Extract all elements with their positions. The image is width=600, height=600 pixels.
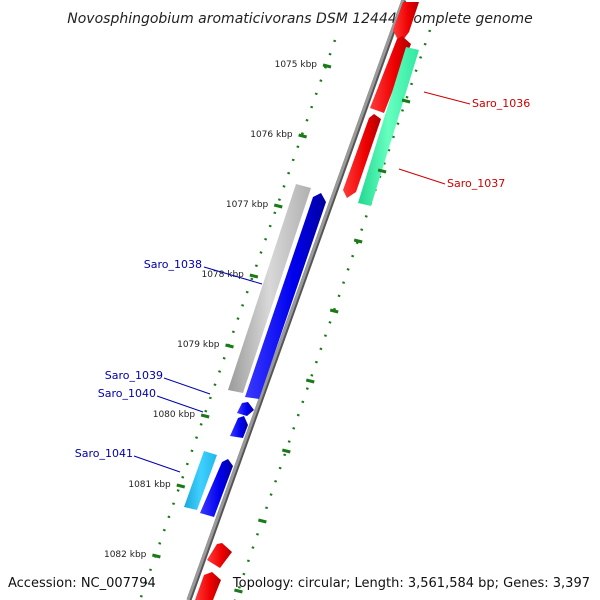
scale-tick-label: 1075 kbp [275,60,318,70]
scale-tick-right [401,98,411,104]
gene-label-leader [156,395,204,413]
gene-saro-1036[interactable] [370,36,411,113]
scale-tick-label: 1079 kbp [177,340,220,350]
dotted-tracks [138,29,432,600]
gene-bottom-2[interactable] [195,572,221,600]
gene-saro-1041[interactable] [184,451,217,510]
scale-ticks: 1075 kbp 1076 kbp 1077 kbp 1078 kbp 1079 kbp… [104,60,411,594]
scale-tick [249,273,259,279]
scale-tick-right [329,308,339,314]
dotted-track-1 [138,39,337,600]
map-title: Novosphingobium aromaticivorans DSM 1244… [67,11,532,27]
gene-label-leader [163,377,211,395]
scale-tick [298,133,307,139]
gene-label-leader [423,91,471,105]
scale-tick-label: 1082 kbp [104,550,147,560]
gene-label[interactable]: Saro_1036 [472,97,530,110]
gene-saro-1038-blue[interactable] [245,193,326,399]
topology-text: Topology: circular; Length: 3,561,584 bp… [232,576,590,591]
scale-tick [176,483,186,489]
scale-tick-label: 1077 kbp [226,200,269,210]
gene-label-leader [398,168,446,185]
scale-tick-right [281,448,291,454]
gene-saro-1037[interactable] [358,47,419,206]
scale-tick-right [258,518,267,524]
scale-tick-right [353,238,363,244]
gene-forward-top[interactable] [393,2,419,44]
scale-tick-label: 1078 kbp [201,270,244,280]
gene-saro-1039[interactable] [237,402,254,416]
accession-text: Accession: NC_007794 [8,576,156,591]
genome-backbone [186,0,405,600]
gene-label-leader [133,455,181,473]
gene-labels: Saro_1036 Saro_1037 Saro_1038 Saro_1039 Saro… [75,91,530,473]
scale-tick [225,343,234,349]
scale-tick [273,203,283,209]
scale-tick-right [234,588,243,594]
gene-saro-1037-red[interactable] [343,114,381,198]
gene-label[interactable]: Saro_1041 [75,447,133,460]
scale-tick-label: 1080 kbp [153,410,196,420]
gene-saro-1040[interactable] [230,416,248,438]
gene-label[interactable]: Saro_1038 [144,258,202,271]
gene-saro-1038[interactable] [228,184,311,393]
scale-tick-right [377,168,387,174]
scale-tick [322,63,332,69]
gene-label[interactable]: Saro_1039 [105,369,163,382]
gene-label-leader [203,266,263,285]
gene-bottom-1[interactable] [207,543,232,568]
scale-tick-right [305,378,315,384]
scale-tick-label: 1081 kbp [128,480,171,490]
gene-label[interactable]: Saro_1040 [98,387,156,400]
gene-saro-1041-blue[interactable] [200,459,233,517]
scale-tick [200,413,210,419]
scale-tick [152,553,161,559]
gene-label[interactable]: Saro_1037 [447,177,505,190]
scale-tick-label: 1076 kbp [250,130,293,140]
